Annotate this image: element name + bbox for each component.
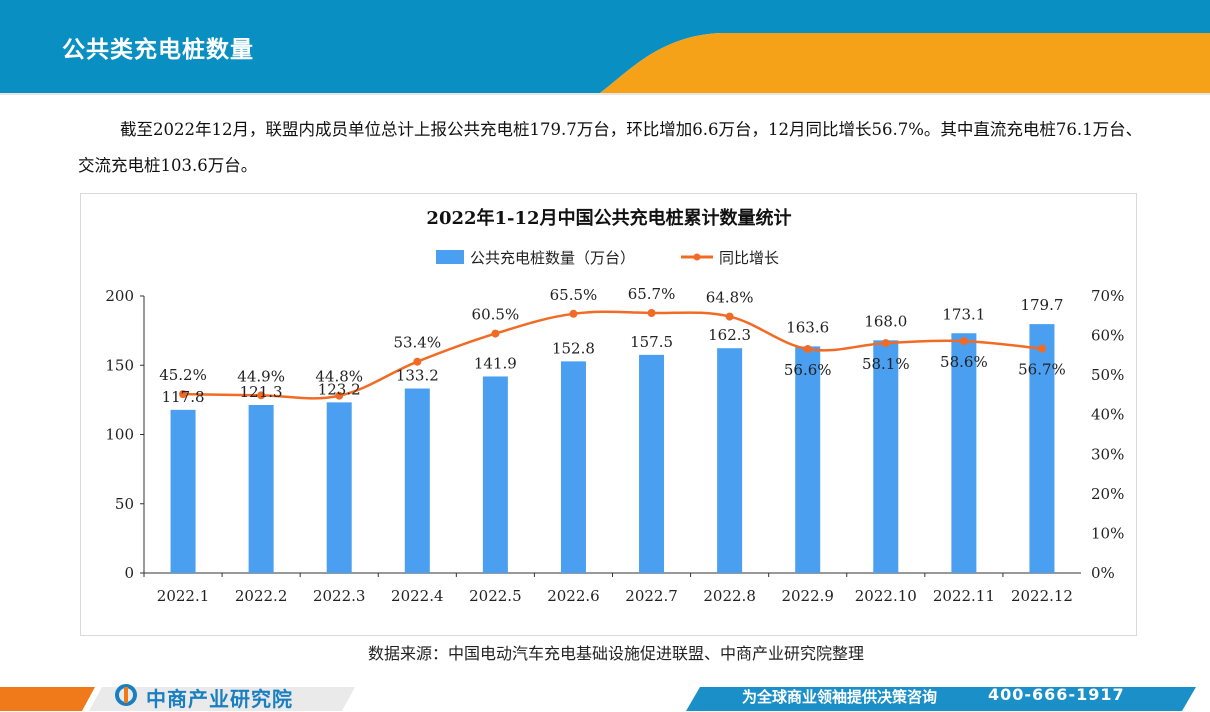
bar bbox=[639, 354, 665, 573]
line-value-label: 56.7% bbox=[1018, 361, 1066, 379]
legend-label-bar: 公共充电桩数量（万台） bbox=[470, 249, 635, 267]
line-value-label: 64.8% bbox=[706, 289, 754, 307]
logo-text: 中商产业研究院 bbox=[146, 687, 293, 711]
legend-label-line: 同比增长 bbox=[719, 249, 779, 267]
line-value-label: 44.9% bbox=[237, 367, 285, 385]
line-value-label: 44.8% bbox=[315, 368, 363, 386]
line-point bbox=[413, 357, 422, 366]
line-point bbox=[257, 391, 266, 400]
x-axis-tick-label: 2022.5 bbox=[469, 587, 522, 605]
bar bbox=[1029, 324, 1055, 573]
line-point bbox=[569, 309, 578, 318]
y-axis-right-tick-label: 70% bbox=[1091, 287, 1124, 305]
x-axis-tick-label: 2022.2 bbox=[235, 587, 288, 605]
line-point bbox=[725, 312, 734, 321]
line-series bbox=[183, 310, 1043, 400]
plot-area: 0 50 100 150 200 2022.1 2022.2 2022.3 2022.4 2022… bbox=[105, 285, 1124, 605]
bar-value-label: 173.1 bbox=[942, 305, 985, 323]
bar bbox=[951, 333, 977, 573]
y-axis-right-tick-label: 60% bbox=[1091, 327, 1124, 345]
line-value-label: 58.1% bbox=[862, 355, 910, 373]
header-background bbox=[0, 0, 1210, 95]
x-axis-tick-label: 2022.6 bbox=[547, 587, 600, 605]
line-point bbox=[1037, 344, 1046, 353]
line-point bbox=[803, 345, 812, 354]
bar bbox=[795, 346, 821, 573]
x-axis-tick-label: 2022.3 bbox=[313, 587, 366, 605]
line-value-label: 65.5% bbox=[550, 286, 598, 304]
y-axis-left-tick-label: 200 bbox=[105, 287, 134, 305]
footer-bar bbox=[0, 681, 1210, 711]
bar bbox=[717, 348, 743, 573]
bar-value-label: 163.6 bbox=[786, 318, 829, 336]
y-axis-left-tick-label: 50 bbox=[115, 495, 134, 513]
bar bbox=[482, 376, 508, 573]
line-value-label: 58.6% bbox=[940, 353, 988, 371]
line-value-label: 45.2% bbox=[159, 366, 207, 384]
bar-value-label: 157.5 bbox=[630, 333, 673, 351]
bar-value-label: 121.3 bbox=[240, 383, 283, 401]
bar bbox=[170, 409, 196, 573]
footer-slogan: 为全球商业领袖提供决策咨询 bbox=[742, 688, 938, 706]
line-value-label: 53.4% bbox=[393, 334, 441, 352]
y-axis-right-tick-label: 0% bbox=[1091, 564, 1115, 582]
x-axis-tick-label: 2022.1 bbox=[157, 587, 210, 605]
legend-swatch-bar bbox=[436, 250, 464, 264]
bar-value-label: 133.2 bbox=[396, 367, 439, 385]
source-note: 数据来源：中国电动汽车充电基础设施促进联盟、中商产业研究院整理 bbox=[367, 644, 864, 663]
x-axis-tick-label: 2022.9 bbox=[781, 587, 834, 605]
bar bbox=[248, 404, 274, 573]
bar-value-label: 152.8 bbox=[552, 339, 595, 357]
y-axis-right-tick-label: 30% bbox=[1091, 445, 1124, 463]
chart-canvas: 2022年1-12月中国公共充电桩累计数量统计 公共充电桩数量（万台） 同比增长… bbox=[105, 207, 1124, 605]
x-axis-tick-label: 2022.11 bbox=[933, 587, 995, 605]
bar-value-label: 168.0 bbox=[864, 312, 907, 330]
chart-panel: 2022年1-12月中国公共充电桩累计数量统计 公共充电桩数量（万台） 同比增长… bbox=[80, 193, 1137, 636]
y-axis-left-tick-label: 0 bbox=[124, 564, 134, 582]
line-value-label: 65.7% bbox=[628, 285, 676, 303]
line-point bbox=[335, 391, 344, 400]
y-axis-left-tick-label: 100 bbox=[105, 426, 134, 444]
x-axis-tick-label: 2022.7 bbox=[625, 587, 678, 605]
bar-value-label: 123.2 bbox=[318, 380, 361, 398]
x-axis-tick-label: 2022.4 bbox=[391, 587, 444, 605]
bar-value-label: 162.3 bbox=[708, 326, 751, 344]
footer-background bbox=[0, 687, 1196, 711]
y-axis-right-tick-label: 50% bbox=[1091, 366, 1124, 384]
logo-icon bbox=[115, 684, 137, 706]
bar bbox=[326, 402, 352, 573]
line-value-label: 60.5% bbox=[472, 306, 520, 324]
line-point bbox=[647, 309, 656, 318]
line-point bbox=[959, 337, 968, 346]
x-axis-tick-label: 2022.10 bbox=[855, 587, 917, 605]
bar bbox=[560, 361, 586, 573]
y-axis-right-tick-label: 10% bbox=[1091, 524, 1124, 542]
y-axis-right-tick-label: 40% bbox=[1091, 406, 1124, 424]
bar-value-label: 117.8 bbox=[162, 388, 205, 406]
bar bbox=[404, 388, 430, 573]
header-banner: 公共类充电桩数量 bbox=[0, 0, 1210, 95]
intro-paragraph: 截至2022年12月，联盟内成员单位总计上报公共充电桩179.7万台，环比增加6… bbox=[78, 120, 1143, 175]
chart-title: 2022年1-12月中国公共充电桩累计数量统计 bbox=[426, 207, 791, 229]
footer-phone: 400-666-1917 bbox=[988, 685, 1125, 704]
y-axis-right-tick-label: 20% bbox=[1091, 485, 1124, 503]
chart-legend: 公共充电桩数量（万台） 同比增长 bbox=[436, 249, 779, 267]
line-value-label: 56.6% bbox=[784, 361, 832, 379]
line-point bbox=[881, 339, 890, 348]
x-axis-tick-label: 2022.12 bbox=[1011, 587, 1073, 605]
line-point bbox=[491, 329, 500, 338]
x-axis-tick-label: 2022.8 bbox=[703, 587, 756, 605]
bar-value-label: 141.9 bbox=[474, 354, 517, 372]
bar bbox=[873, 340, 899, 573]
bar-value-label: 179.7 bbox=[1020, 296, 1063, 314]
y-axis-left-tick-label: 150 bbox=[105, 356, 134, 374]
line-point bbox=[179, 390, 188, 399]
page-title: 公共类充电桩数量 bbox=[62, 37, 254, 63]
legend-swatch-marker bbox=[693, 253, 701, 261]
